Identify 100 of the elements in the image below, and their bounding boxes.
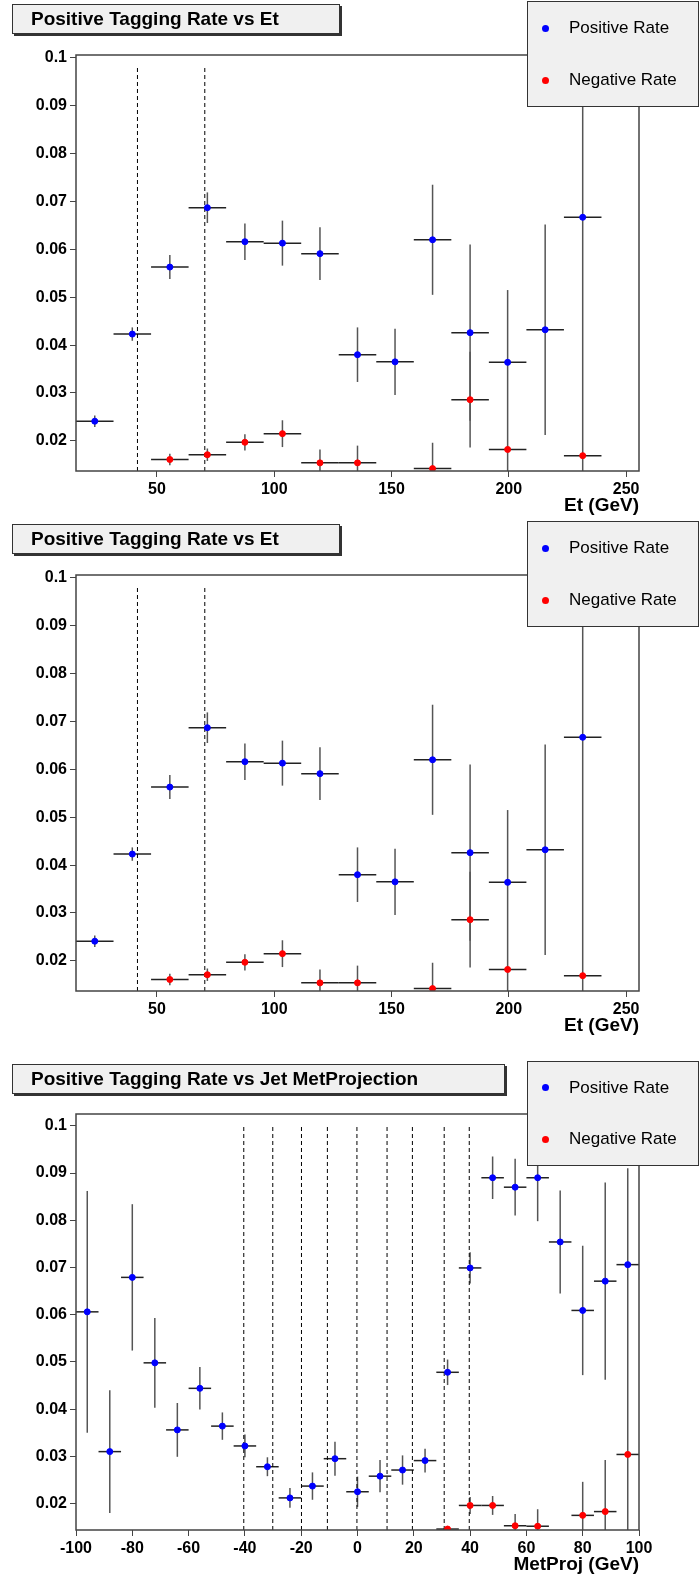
- x-tick-label: 200: [495, 1000, 523, 1018]
- point: [429, 985, 437, 991]
- x-tick-label: -20: [289, 1539, 313, 1557]
- point: [106, 1448, 114, 1456]
- point: [218, 1422, 226, 1430]
- chart-title: Positive Tagging Rate vs Jet MetProjection: [12, 1064, 505, 1094]
- y-tick-label: 0.05: [35, 1352, 68, 1370]
- point: [203, 971, 211, 979]
- point: [466, 1501, 474, 1509]
- point: [391, 358, 399, 366]
- point: [173, 1426, 181, 1434]
- point: [541, 846, 549, 854]
- y-tick-label: 0.08: [35, 144, 68, 162]
- y-tick-label: 0.07: [35, 711, 68, 729]
- point: [579, 733, 587, 741]
- y-tick-label: 0.02: [35, 951, 68, 969]
- point: [511, 1183, 519, 1191]
- y-tick-label: 0.09: [35, 616, 68, 634]
- y-tick-label: 0.1: [44, 48, 68, 66]
- y-tick-label: 0.07: [35, 191, 68, 209]
- y-tick-label: 0.06: [35, 239, 68, 257]
- point: [278, 759, 286, 767]
- point: [504, 878, 512, 886]
- point: [128, 850, 136, 858]
- point: [466, 396, 474, 404]
- y-tick-label: 0.1: [44, 568, 68, 586]
- point: [541, 326, 549, 334]
- point: [241, 238, 249, 246]
- x-tick-label: -80: [120, 1539, 144, 1557]
- legend-label: Positive Rate: [569, 1077, 670, 1098]
- point: [354, 979, 361, 987]
- y-tick-label: 0.05: [35, 287, 68, 305]
- point: [83, 1308, 91, 1316]
- point: [466, 849, 474, 857]
- point: [504, 965, 512, 973]
- point: [429, 756, 437, 764]
- point: [278, 430, 286, 438]
- point: [466, 329, 474, 337]
- point: [241, 1442, 249, 1450]
- point: [466, 916, 474, 924]
- point: [429, 236, 437, 244]
- y-tick-label: 0.03: [35, 903, 68, 921]
- point: [504, 358, 512, 366]
- point: [316, 770, 324, 778]
- point: [504, 445, 512, 453]
- point: [241, 438, 249, 446]
- y-tick-label: 0.09: [35, 1163, 68, 1181]
- x-tick-label: -40: [233, 1539, 257, 1557]
- point: [354, 351, 361, 359]
- y-tick-label: 0.04: [35, 335, 68, 353]
- y-tick-label: 0.09: [35, 96, 68, 114]
- x-tick-label: 100: [260, 480, 288, 498]
- point: [203, 204, 211, 212]
- point: [489, 1174, 497, 1182]
- point: [316, 250, 324, 258]
- point: [308, 1482, 316, 1490]
- chart-title: Positive Tagging Rate vs Et: [12, 4, 340, 34]
- point: [444, 1368, 452, 1376]
- y-tick-label: 0.07: [35, 1257, 68, 1275]
- point: [511, 1522, 519, 1530]
- point: [391, 878, 399, 886]
- y-tick-label: 0.03: [35, 383, 68, 401]
- y-tick-label: 0.05: [35, 807, 68, 825]
- point: [534, 1522, 542, 1530]
- point: [489, 1501, 497, 1509]
- legend-label: Negative Rate: [569, 590, 677, 610]
- point: [579, 452, 587, 460]
- x-tick-label: -100: [59, 1539, 93, 1557]
- point: [241, 758, 249, 766]
- point: [286, 1494, 294, 1502]
- point: [196, 1384, 204, 1392]
- point: [354, 1488, 361, 1496]
- point: [316, 979, 324, 987]
- point: [151, 1359, 159, 1367]
- point: [579, 1511, 587, 1519]
- y-tick-label: 0.08: [35, 1210, 68, 1228]
- x-tick-label: 0: [353, 1539, 363, 1557]
- y-tick-label: 0.1: [44, 1116, 68, 1134]
- x-tick-label: 50: [148, 1000, 166, 1018]
- point: [579, 972, 587, 980]
- legend-label: Negative Rate: [569, 1129, 677, 1150]
- point: [128, 330, 136, 338]
- point: [203, 724, 211, 732]
- point: [354, 871, 361, 879]
- point: [534, 1174, 542, 1182]
- x-tick-label: -60: [177, 1539, 201, 1557]
- x-tick-label: 50: [148, 480, 166, 498]
- chart-title: Positive Tagging Rate vs Et: [12, 524, 340, 554]
- y-tick-label: 0.04: [35, 1399, 68, 1417]
- point: [316, 459, 324, 467]
- point: [278, 239, 286, 247]
- point: [556, 1238, 564, 1246]
- point: [166, 263, 174, 271]
- legend-label: Positive Rate: [569, 538, 670, 558]
- point: [331, 1455, 339, 1463]
- y-tick-label: 0.04: [35, 855, 68, 873]
- y-tick-label: 0.08: [35, 664, 68, 682]
- point: [601, 1277, 609, 1285]
- y-tick-label: 0.02: [35, 1493, 68, 1511]
- point: [399, 1466, 407, 1474]
